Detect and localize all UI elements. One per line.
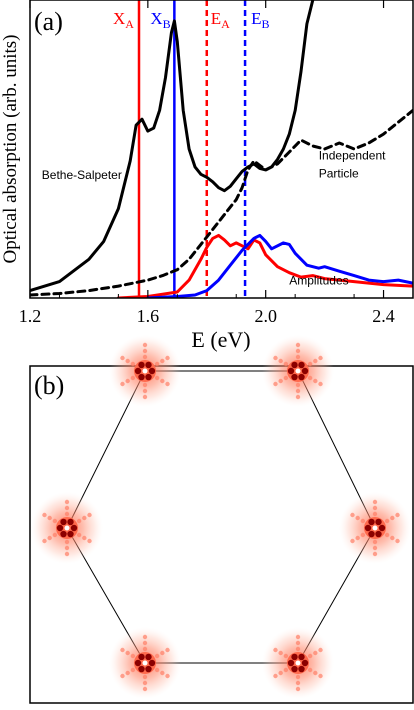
plot-frame [29,0,414,299]
panel-b-label: (b) [34,371,64,400]
y-axis-label: Optical absorption (arb. units) [0,34,21,263]
panel-b: (b) [29,335,414,704]
annotation-3: Amplitudes [289,274,348,288]
series-line-3 [146,233,413,298]
panel-a-label: (a) [34,7,63,36]
series-line-2 [116,233,413,298]
x-tick-label-0: 1.2 [19,306,42,326]
reference-line-label-1: XB [150,9,170,31]
x-tick-label-1: 1.6 [137,306,160,326]
hexagon-vertex-3 [262,627,334,699]
reference-line-label-3: EB [251,9,269,31]
x-axis-label: E (eV) [191,327,250,352]
hexagon-vertex-1 [262,335,334,407]
hexagon-vertex-4 [109,627,181,699]
panel-a: XA XB EA EB Bethe-Salpeter Independent Partic… [0,0,414,352]
x-tick-label-3: 2.4 [372,306,395,326]
series-line-1 [30,108,413,297]
hexagon-vertex-0 [109,335,181,407]
annotation-1: Independent [319,148,386,162]
annotation-2: Particle [319,166,359,180]
x-tick-label-2: 2.0 [254,306,277,326]
annotation-0: Bethe-Salpeter [42,168,122,182]
reference-line-label-0: XA [113,9,134,31]
hexagon-vertex-2 [339,492,411,564]
reference-line-label-2: EA [211,9,230,31]
series-line-0 [30,0,315,293]
hexagon-vertex-5 [31,492,103,564]
